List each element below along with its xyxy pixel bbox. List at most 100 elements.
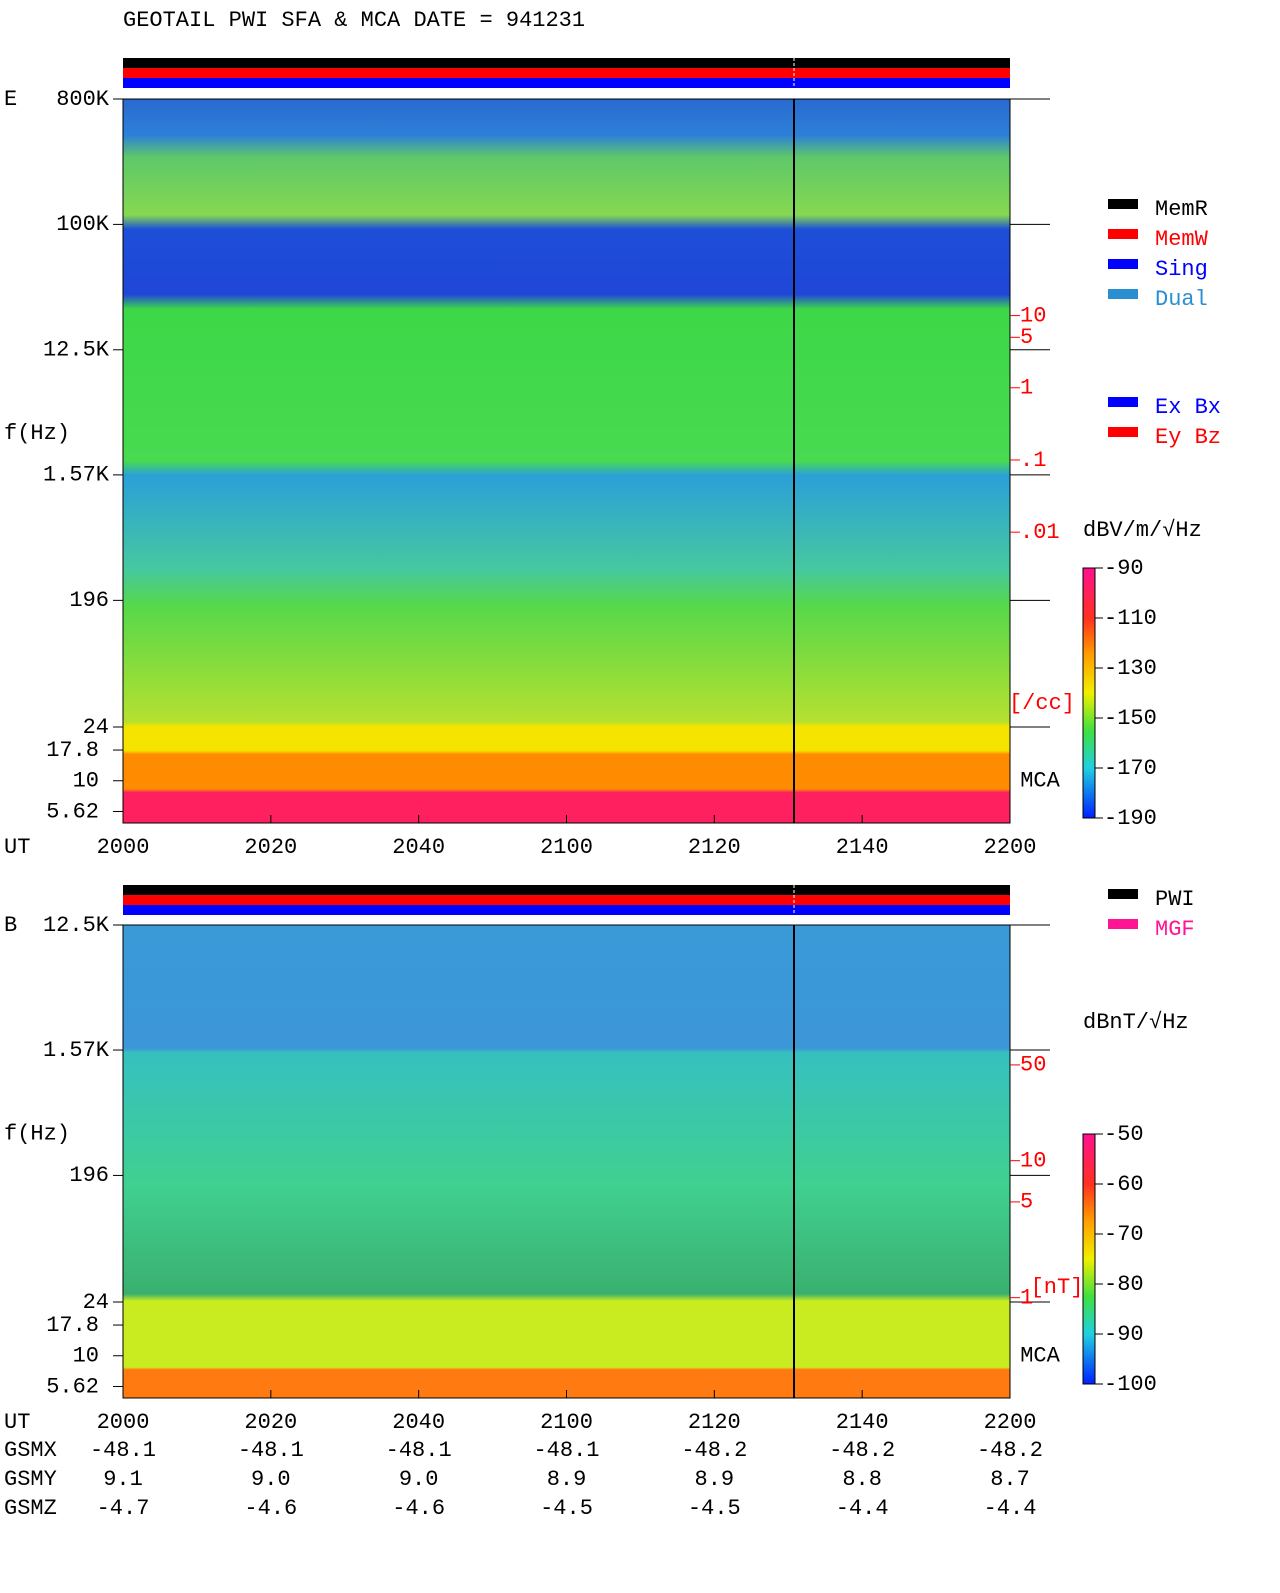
colorbar-label: dBV/m/√Hz (1083, 518, 1202, 543)
legend-swatch (1108, 289, 1138, 299)
mca-tick-label: 17.8 (46, 738, 99, 763)
y2-tick-label: 10 (1020, 303, 1046, 328)
ephemeris-value: -4.7 (97, 1496, 150, 1521)
ephemeris-value: -48.2 (681, 1438, 747, 1463)
y-tick-label: 12.5K (43, 338, 110, 363)
legend-label: Sing (1155, 257, 1208, 282)
legend-label: PWI (1155, 887, 1195, 912)
legend-label: MemW (1155, 227, 1209, 252)
legend-label: Dual (1155, 287, 1208, 312)
ephemeris-value: 8.8 (842, 1467, 882, 1492)
mca-label: MCA (1020, 1344, 1060, 1369)
y2-tick-label: 5 (1020, 1190, 1033, 1215)
y2-label: [/cc] (1009, 691, 1075, 716)
ephemeris-value: 8.9 (547, 1467, 587, 1492)
x-tick-label: 2020 (244, 835, 297, 860)
y2-tick-label: 1 (1020, 1285, 1033, 1310)
ephemeris-value: -48.1 (533, 1438, 599, 1463)
ephemeris-value: -4.4 (984, 1496, 1037, 1521)
y-tick-label: 100K (56, 212, 110, 237)
ephemeris-value: 9.0 (251, 1467, 291, 1492)
y2-tick-label: .01 (1020, 520, 1060, 545)
ephemeris-value: -48.1 (90, 1438, 156, 1463)
panel-label: E (4, 87, 17, 112)
colorbar-tick-label: -70 (1104, 1222, 1144, 1247)
colorbar-tick-label: -80 (1104, 1272, 1144, 1297)
status-bar (123, 905, 1010, 915)
mca-tick-label: 5.62 (46, 1374, 99, 1399)
colorbar-label: dBnT/√Hz (1083, 1010, 1189, 1035)
x-tick-label: 2200 (984, 835, 1037, 860)
colorbar (1082, 1133, 1096, 1385)
mca-tick-label: 5.62 (46, 799, 99, 824)
ephemeris-value: -48.2 (829, 1438, 895, 1463)
status-bar (123, 58, 1010, 68)
y2-tick-label: 10 (1020, 1148, 1046, 1173)
x-tick-label: 2140 (836, 1410, 889, 1435)
colorbar (1082, 567, 1096, 819)
x-tick-label: 2200 (984, 1410, 1037, 1435)
x-tick-label: 2000 (97, 835, 150, 860)
x-tick-label: 2020 (244, 1410, 297, 1435)
colorbar-tick-label: -130 (1104, 656, 1157, 681)
y-tick-label: 1.57K (43, 1038, 110, 1063)
colorbar-tick-label: -50 (1104, 1122, 1144, 1147)
x-tick-label: 2100 (540, 835, 593, 860)
ephemeris-value: -48.1 (238, 1438, 304, 1463)
y2-tick-label: 50 (1020, 1053, 1046, 1078)
mca-tick-label: 10 (73, 1344, 99, 1369)
colorbar-tick-label: -90 (1104, 1322, 1144, 1347)
x-tick-label: 2120 (688, 1410, 741, 1435)
legend-label: MGF (1155, 917, 1195, 942)
x-tick-label: 2000 (97, 1410, 150, 1435)
x-tick-label: 2040 (392, 835, 445, 860)
x-tick-label: 2040 (392, 1410, 445, 1435)
y-tick-label: 12.5K (43, 913, 110, 938)
panel-label: B (4, 913, 17, 938)
ephemeris-value: 8.9 (695, 1467, 735, 1492)
legend-swatch (1108, 259, 1138, 269)
y-tick-label: 196 (69, 1163, 109, 1188)
y-label: f(Hz) (4, 421, 70, 446)
legend-swatch (1108, 199, 1138, 209)
y-tick-label: 800K (56, 87, 110, 112)
mca-label: MCA (1020, 769, 1060, 794)
ephemeris-value: 8.7 (990, 1467, 1030, 1492)
y-tick-label: 196 (69, 588, 109, 613)
spectrogram (123, 925, 1010, 1398)
colorbar-tick-label: -90 (1104, 556, 1144, 581)
colorbar-tick-label: -190 (1104, 806, 1157, 831)
status-bar (123, 78, 1010, 88)
x-tick-label: 2140 (836, 835, 889, 860)
legend-swatch (1108, 919, 1138, 929)
y-tick-label: 1.57K (43, 463, 110, 488)
ephemeris-value: -4.6 (244, 1496, 297, 1521)
status-bar (123, 895, 1010, 905)
legend-swatch (1108, 229, 1138, 239)
ephemeris-value: -4.5 (688, 1496, 741, 1521)
colorbar-tick-label: -110 (1104, 606, 1157, 631)
y2-tick-label: .1 (1020, 448, 1046, 473)
status-bar (123, 68, 1010, 78)
colorbar-tick-label: -170 (1104, 756, 1157, 781)
y2-tick-label: 1 (1020, 376, 1033, 401)
ephemeris-label: GSMZ (4, 1496, 57, 1521)
legend-label: MemR (1155, 197, 1208, 222)
x-label: UT (4, 1410, 30, 1435)
ephemeris-value: -4.6 (392, 1496, 445, 1521)
title: GEOTAIL PWI SFA & MCA DATE = 941231 (123, 8, 585, 33)
legend-swatch (1108, 889, 1138, 899)
spectrogram (123, 99, 1010, 823)
colorbar-tick-label: -60 (1104, 1172, 1144, 1197)
mca-tick-label: 10 (73, 769, 99, 794)
ephemeris-value: -48.2 (977, 1438, 1043, 1463)
y2-label: [nT] (1031, 1275, 1084, 1300)
colorbar-tick-label: -150 (1104, 706, 1157, 731)
ephemeris-label: GSMY (4, 1467, 57, 1492)
legend-label: Ex Bx (1155, 395, 1221, 420)
ephemeris-value: 9.0 (399, 1467, 439, 1492)
ephemeris-label: GSMX (4, 1438, 57, 1463)
ephemeris-value: -4.4 (836, 1496, 889, 1521)
legend-label: Ey Bz (1155, 425, 1221, 450)
